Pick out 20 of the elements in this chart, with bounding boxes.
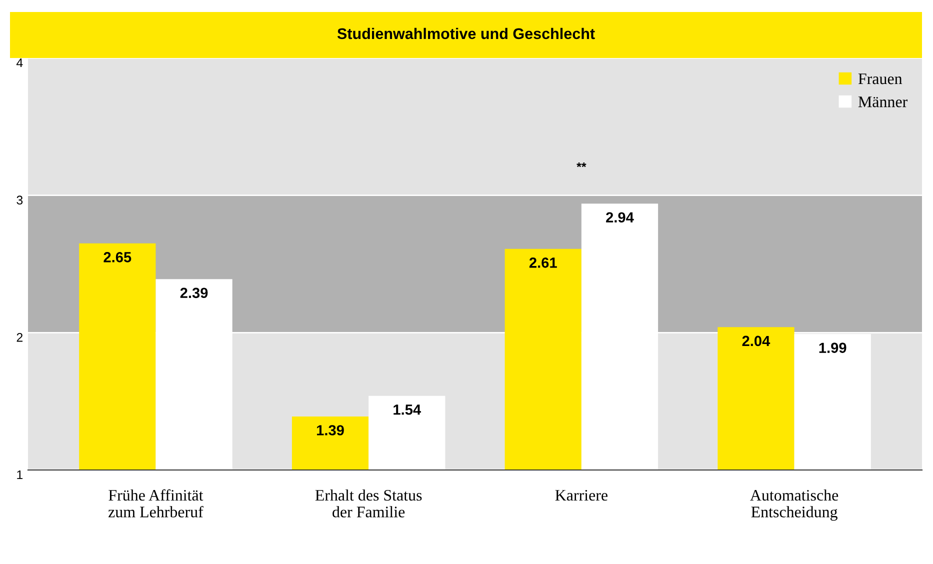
x-tick-label: Frühe Affinität zum Lehrberuf xyxy=(108,489,204,518)
y-tick-label: 3 xyxy=(16,196,23,205)
data-label: 2.94 xyxy=(606,212,634,223)
data-label: 1.54 xyxy=(394,404,421,415)
x-tick-label: Erhalt des Status der Familie xyxy=(315,489,422,518)
data-label: 1.99 xyxy=(819,342,846,353)
y-tick-label: 1 xyxy=(17,470,23,480)
data-label: 2.61 xyxy=(529,258,557,268)
y-tick-label: 2 xyxy=(16,332,23,342)
legend-label: Männer xyxy=(858,96,908,108)
x-tick-label: Automatische Entscheidung xyxy=(750,489,838,521)
data-label: 2.39 xyxy=(180,288,208,298)
legend-label: Frauen xyxy=(858,74,902,84)
data-label: 1.39 xyxy=(316,425,344,436)
x-tick-label: Karriere xyxy=(555,490,608,501)
data-label: 2.65 xyxy=(104,252,132,262)
y-tick-label: 4 xyxy=(16,58,23,68)
annotation: ** xyxy=(576,162,586,168)
data-label: 2.04 xyxy=(742,336,770,346)
chart-title: Studienwahlmotive und Geschlecht xyxy=(337,28,595,40)
